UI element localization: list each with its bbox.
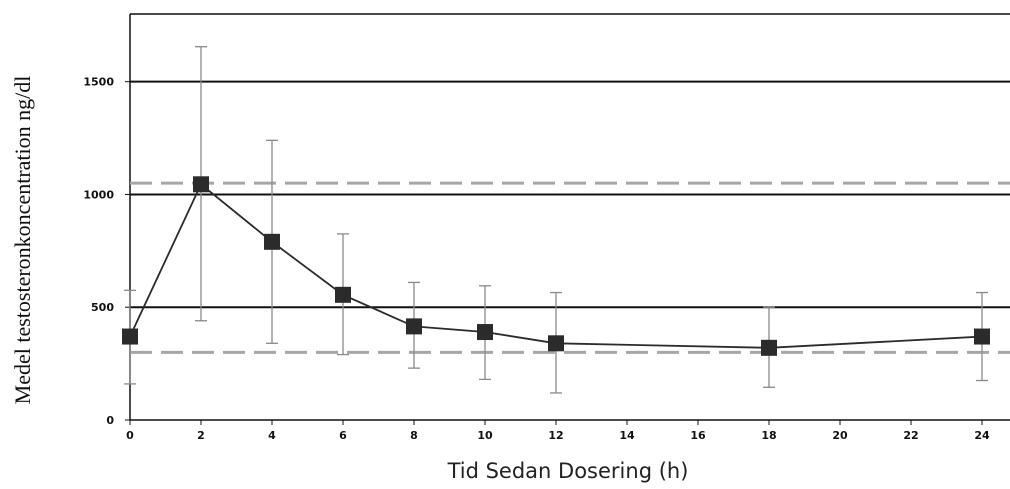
data-point	[406, 318, 422, 335]
data-point	[548, 335, 564, 352]
data-point	[974, 328, 990, 345]
reference-lines	[130, 181, 1010, 354]
x-tick-label: 4	[268, 429, 276, 442]
y-tick-label: 1500	[83, 76, 114, 89]
x-tick-label: 12	[548, 429, 563, 442]
x-tick-label: 10	[477, 429, 493, 442]
x-axis: 0 2 4 6 8 10 12 14 16 18 20 22 24	[126, 420, 990, 442]
y-tick-label: 1000	[83, 188, 114, 201]
plot-frame	[129, 13, 1010, 421]
data-point	[761, 339, 777, 356]
data-point	[335, 286, 351, 303]
data-point	[122, 328, 138, 345]
y-tick-label: 0	[106, 414, 114, 427]
data-point	[264, 233, 280, 250]
data-point	[477, 324, 493, 341]
x-tick-label: 20	[832, 429, 848, 442]
x-axis-label: Tid Sedan Dosering (h)	[447, 459, 689, 483]
x-tick-label: 16	[690, 429, 706, 442]
x-tick-label: 14	[619, 429, 635, 442]
y-axis-label: Medel testosteronkoncentration ng/dl	[10, 76, 35, 405]
y-axis: 0 500 1000 1500	[83, 76, 130, 427]
x-tick-label: 6	[339, 429, 347, 442]
data-point	[193, 176, 209, 193]
x-tick-label: 18	[761, 429, 776, 442]
x-tick-label: 0	[126, 429, 134, 442]
x-tick-label: 22	[903, 429, 918, 442]
x-tick-label: 2	[197, 429, 205, 442]
y-tick-label: 500	[91, 301, 114, 314]
x-tick-label: 8	[410, 429, 418, 442]
grid-lines	[130, 80, 1010, 309]
data-series	[122, 176, 990, 356]
x-tick-label: 24	[974, 429, 990, 442]
